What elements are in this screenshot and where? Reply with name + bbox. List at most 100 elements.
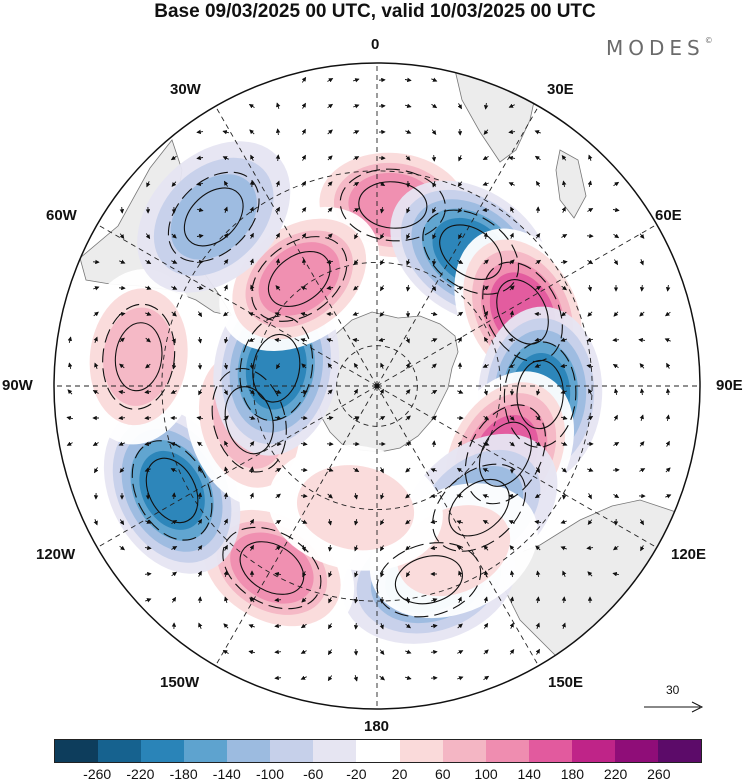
wind-vector-arrow [327, 233, 333, 239]
wind-vector-arrow [379, 416, 386, 421]
wind-vector-arrow [248, 649, 256, 655]
wind-vector-arrow [223, 544, 228, 551]
lon-label-150w: 150W [160, 674, 200, 691]
wind-vector-arrow [665, 414, 671, 421]
wind-vector-arrow [248, 624, 255, 629]
wind-vector-arrow [508, 182, 515, 187]
lon-label-30e: 30E [547, 81, 574, 98]
wind-vector-arrow [639, 233, 645, 239]
wind-vector-arrow [145, 233, 151, 240]
wind-vector-arrow [223, 311, 229, 317]
wind-vector-arrow [300, 623, 307, 629]
wind-vector-arrow [353, 156, 360, 161]
wind-vector-arrow [379, 207, 385, 214]
wind-vector-arrow [119, 233, 125, 239]
wind-vector-arrow [353, 130, 360, 135]
wind-vector-arrow [380, 285, 385, 292]
wind-vector-arrow [223, 259, 229, 265]
wind-vector-arrow [560, 259, 568, 265]
wind-vector-arrow [197, 285, 204, 291]
wind-vector-arrow [300, 493, 308, 499]
graticule [54, 63, 700, 709]
wind-vector-arrow [301, 519, 308, 524]
wind-vector-arrow [248, 103, 255, 109]
wind-vector-arrow [405, 362, 410, 369]
wind-vector-arrow [328, 571, 333, 578]
wind-vector-arrow [94, 362, 99, 369]
wind-vector-arrow [302, 571, 307, 578]
wind-vector-arrow [144, 389, 152, 395]
wind-vector-arrow [274, 571, 281, 577]
wind-vector-arrow [145, 285, 152, 290]
wind-vector-arrow [406, 259, 411, 266]
wind-vector-arrow [535, 648, 540, 655]
wind-vector-arrow [457, 207, 463, 213]
wind-vector-arrow [534, 337, 542, 343]
wind-vector-arrow [223, 492, 229, 500]
wind-vector-arrow [93, 336, 98, 343]
streamline-loop [516, 359, 564, 430]
wind-vector-arrow [353, 208, 360, 213]
lon-label-90e: 90E [716, 377, 743, 394]
wind-vector-arrow [483, 675, 490, 681]
colorbar-tick-label: 20 [391, 766, 408, 782]
wind-vector-arrow [352, 337, 360, 343]
wind-vector-arrow [458, 155, 463, 162]
wind-vector-arrow [457, 311, 464, 317]
wind-vector-arrow [119, 467, 125, 473]
wind-vector-arrow [354, 571, 359, 578]
wind-vector-arrow [483, 570, 489, 578]
wind-vector-arrow [483, 596, 488, 604]
wind-vector-arrow [275, 545, 282, 551]
wind-vector-arrow [222, 156, 229, 161]
wind-vector-arrow [431, 440, 437, 448]
wind-vector-arrow [509, 545, 515, 551]
streamlines [102, 168, 577, 618]
colorbar-swatch [485, 740, 529, 762]
colorbar-swatch [184, 740, 228, 762]
wind-vector-arrow [327, 389, 333, 395]
streamline-loop [211, 367, 287, 473]
colorbar-tick-label: -60 [303, 766, 324, 782]
wind-vector-arrow [431, 258, 437, 266]
wind-vector-arrow [405, 129, 412, 134]
colorbar-tick-label: 100 [474, 766, 498, 782]
wind-vector-arrow [249, 389, 255, 395]
colorbar-tick-label: -220 [126, 766, 155, 782]
wind-vector-arrow [430, 519, 438, 525]
wind-vector-arrow [224, 180, 229, 187]
wind-vector-arrow [509, 596, 515, 603]
wind-vector-arrow [664, 311, 671, 317]
wind-vector-arrow [431, 598, 438, 603]
wind-vector-arrow [327, 518, 333, 526]
streamline-loop [267, 251, 331, 307]
wind-vector-arrow [587, 259, 594, 265]
wind-vector-arrow [509, 310, 515, 318]
wind-vector-arrow [145, 259, 152, 264]
wind-vector-arrow [223, 389, 228, 396]
colorbar-swatch [141, 740, 185, 762]
wind-vector-arrow [327, 103, 334, 109]
wind-vector-arrow [196, 207, 204, 213]
wind-vector-arrow [483, 622, 489, 629]
wind-vector-arrow [276, 102, 281, 110]
wind-vector-arrow [353, 596, 359, 604]
wind-vector-arrow [171, 233, 177, 239]
wind-vector-arrow [92, 390, 99, 395]
wind-vector-arrow [561, 234, 568, 239]
wind-vector-arrow [275, 154, 281, 162]
wind-vector-arrow [301, 544, 306, 552]
wind-vector-arrow [223, 206, 228, 213]
wind-vector-arrow [197, 544, 203, 551]
wind-vector-arrow [379, 623, 384, 630]
wind-vector-arrow [665, 388, 671, 396]
streamline-loop [102, 303, 176, 410]
wind-vector-arrow [276, 363, 281, 370]
wind-vector-arrow [353, 674, 358, 682]
wind-vector-arrow [144, 415, 152, 421]
wind-vector-arrow [431, 129, 437, 135]
wind-vector-arrow [92, 441, 99, 446]
wind-vector-arrow [119, 206, 125, 214]
wind-vector-arrow [508, 129, 516, 135]
wind-vector-arrow [275, 389, 282, 394]
